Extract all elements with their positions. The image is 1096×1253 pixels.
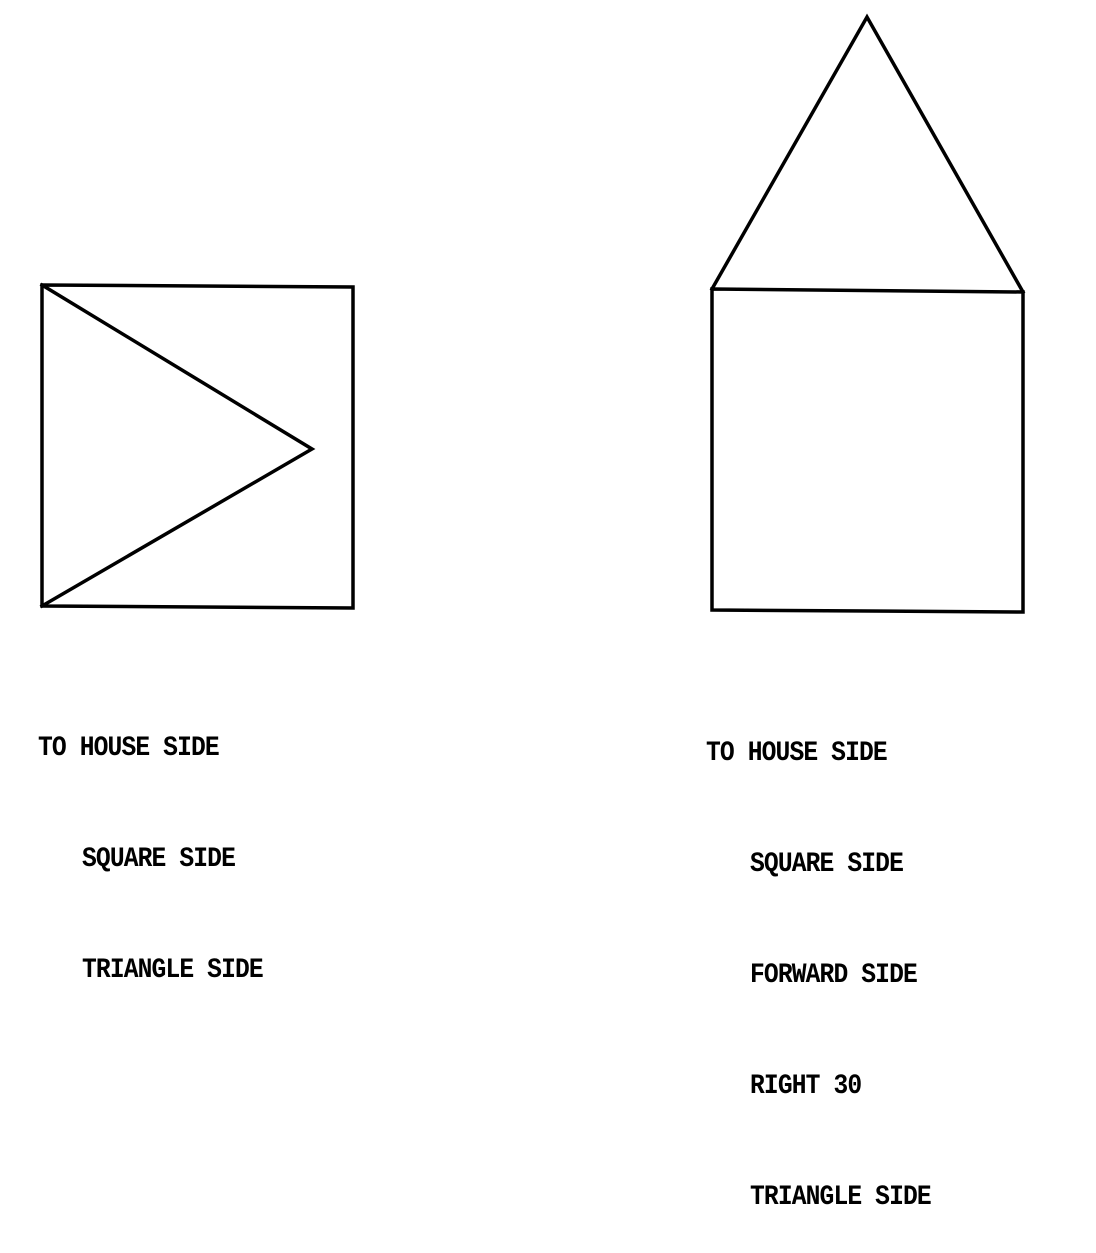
right-procedure-header: TO HOUSE SIDE xyxy=(706,738,888,769)
left-procedure-text: TO HOUSE SIDE SQUARE SIDE TRIANGLE SIDE xyxy=(38,656,264,1026)
right-house-square xyxy=(710,287,1025,614)
left-procedure-header: TO HOUSE SIDE xyxy=(38,733,220,764)
right-procedure-line: SQUARE SIDE xyxy=(750,849,904,880)
right-procedure-line: TRIANGLE SIDE xyxy=(750,1182,932,1213)
left-procedure-line: SQUARE SIDE xyxy=(82,844,236,875)
right-procedure-line: FORWARD SIDE xyxy=(750,960,918,991)
right-procedure-text: TO HOUSE SIDE SQUARE SIDE FORWARD SIDE R… xyxy=(706,661,932,1253)
drawing-canvas xyxy=(39,13,1026,614)
left-procedure-line: TRIANGLE SIDE xyxy=(82,955,264,986)
left-square xyxy=(40,283,355,610)
right-procedure-line: RIGHT 30 xyxy=(750,1071,862,1102)
right-house-roof xyxy=(709,13,1026,295)
left-inner-triangle xyxy=(39,282,316,609)
